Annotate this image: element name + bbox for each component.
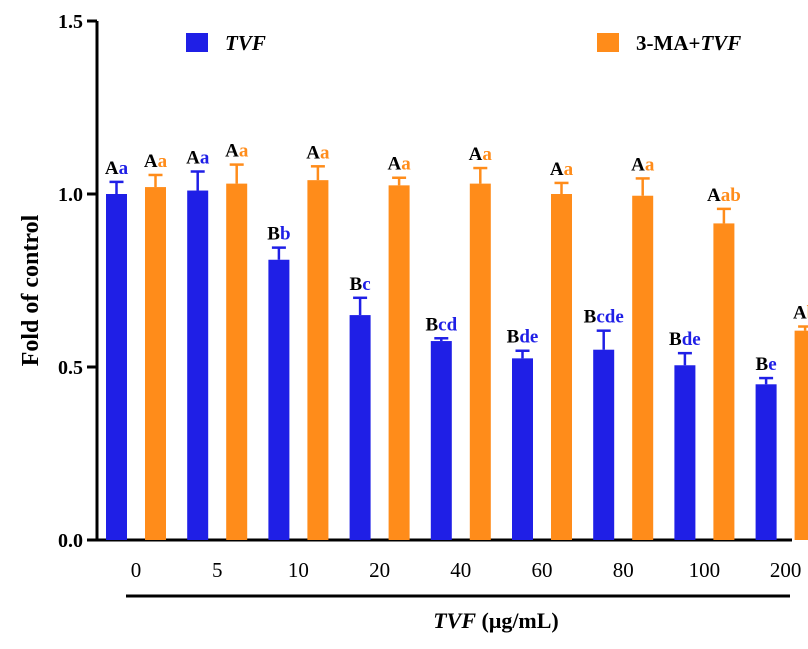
significance-label: Be [756,354,777,375]
bar [106,194,127,540]
x-tick-label: 200 [770,558,802,582]
significance-label: Aa [186,148,210,169]
x-tick-label: 20 [369,558,390,582]
significance-label: Aa [469,144,493,165]
legend-label: 3-MA+TVF [636,31,741,55]
bar [794,330,808,540]
x-tick-label: 5 [212,558,223,582]
x-tick-label: 10 [288,558,309,582]
y-tick-label: 0.5 [58,357,83,379]
x-tick-label: 0 [131,558,142,582]
bar [755,384,777,540]
significance-label: Aa [306,142,330,163]
bar [307,180,329,540]
y-tick-label: 1.5 [58,11,83,33]
bar [388,185,410,540]
significance-label: Aab [707,185,741,206]
legend-swatch [597,33,619,52]
significance-label: Aa [225,141,249,162]
x-axis-title: TVF (μg/mL) [433,608,559,633]
significance-label: Aa [387,154,411,175]
bar [349,315,371,540]
bar [512,358,533,540]
bar [551,194,572,540]
bar [469,183,491,540]
y-tick-label: 0.0 [58,530,83,552]
bar [187,190,209,541]
significance-label: Bcd [425,314,457,335]
bar [268,259,290,540]
bar [674,365,696,540]
bar [226,183,248,540]
y-tick-label: 1.0 [58,184,83,206]
significance-label: Aa [105,158,129,179]
significance-label: Aa [631,154,655,175]
x-tick-label: 40 [450,558,471,582]
significance-label: Ab [793,303,808,324]
x-tick-label: 100 [689,558,721,582]
significance-label: Bc [350,274,371,295]
legend-swatch [186,33,208,52]
significance-label: Aa [144,151,168,172]
bar [430,341,452,540]
x-tick-label: 80 [613,558,634,582]
legend-label: TVF [225,31,266,55]
significance-label: Bb [267,224,290,245]
bar [593,349,615,540]
bar [145,187,166,540]
y-axis-title: Fold of control [18,214,44,366]
significance-label: Bcde [584,307,624,328]
significance-label: Bde [507,327,539,348]
bar [632,195,654,541]
significance-label: Aa [550,159,574,180]
bar [713,223,735,540]
x-tick-label: 60 [532,558,553,582]
significance-label: Bde [669,329,701,350]
